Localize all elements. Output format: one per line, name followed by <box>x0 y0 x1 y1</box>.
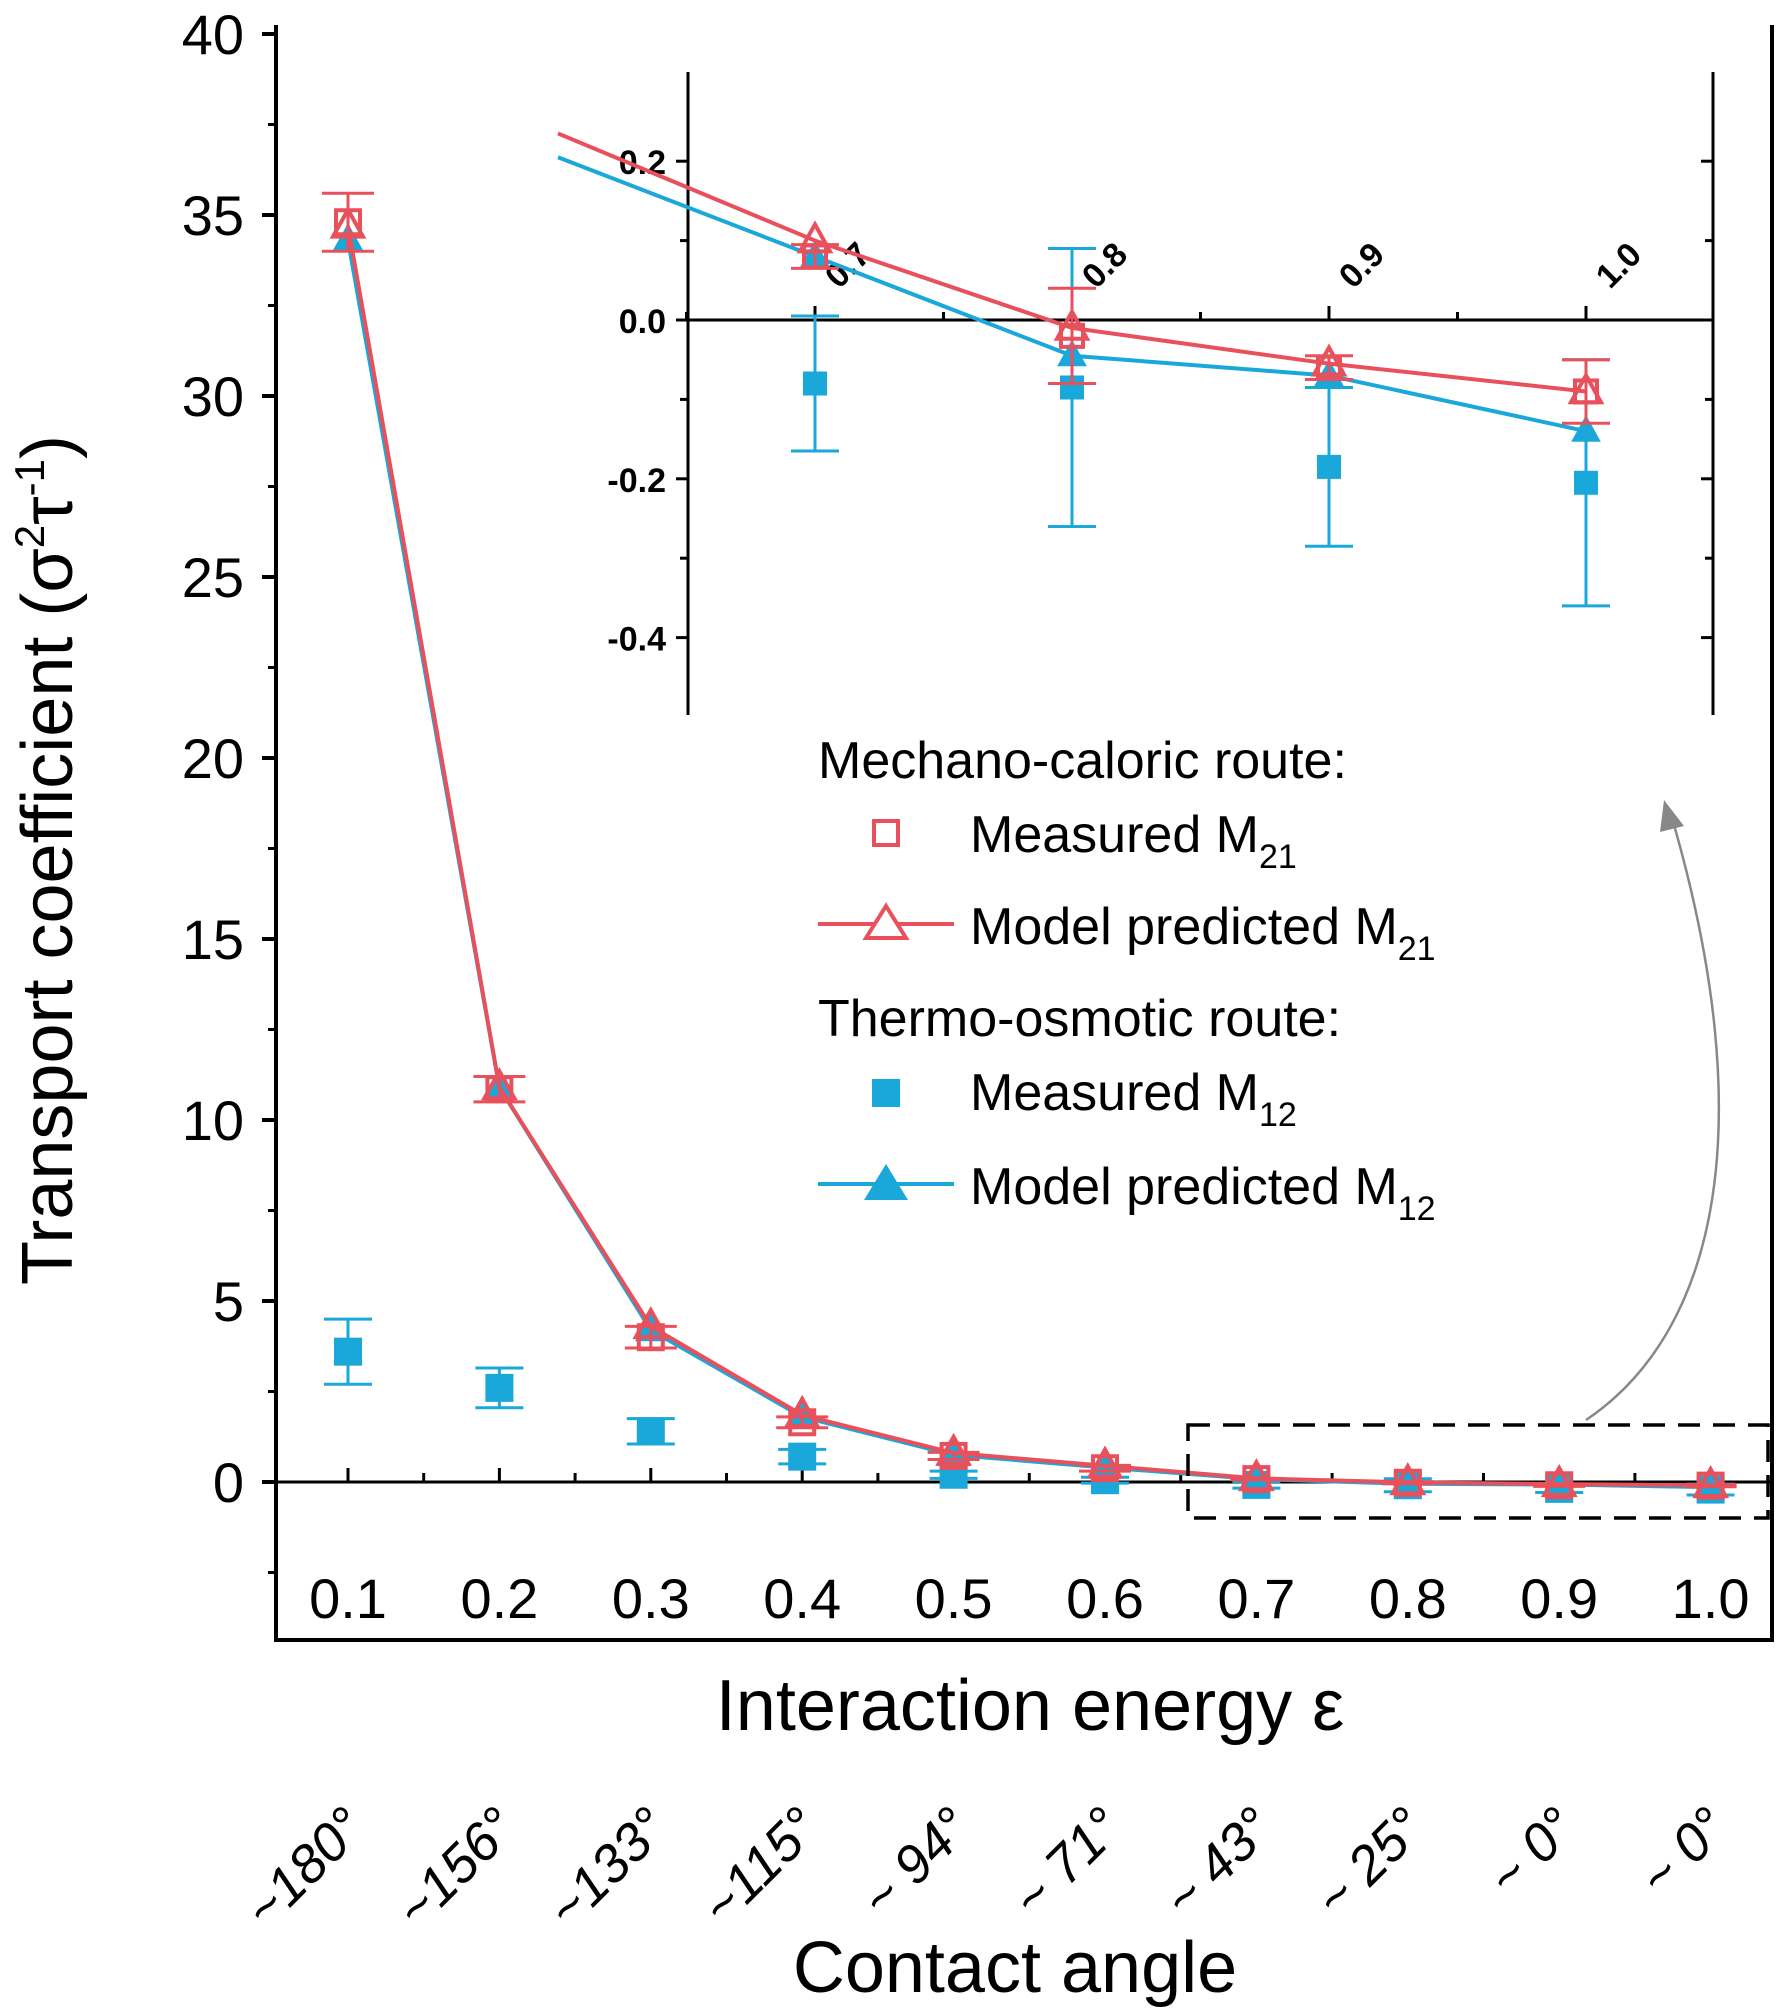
inset-m12-measured-point <box>1574 470 1598 495</box>
inset-x-tick-label: 0.9 <box>1332 235 1392 295</box>
m21-model-point <box>1238 1458 1275 1492</box>
contact-angle-axis-label: Contact angle <box>793 1928 1237 2008</box>
main-y-tick-label: 35 <box>182 184 244 247</box>
contact-angle-labels: ~180° ~156° ~133° ~115° ~ 94° ~ 71° ~ 43° ~ 25°… <box>233 1796 1739 1940</box>
main-x-tick-label: 0.4 <box>763 1567 841 1630</box>
main-plot-area <box>322 191 1737 1504</box>
contact-angle-label: ~156° <box>384 1796 528 1940</box>
m21-model-point <box>1540 1463 1578 1497</box>
legend-filled-triangle-icon <box>864 1164 908 1200</box>
main-x-tick-label: 0.9 <box>1520 1567 1598 1630</box>
main-y-tick-label: 5 <box>213 1270 244 1333</box>
inset-y-tick-label: -0.4 <box>607 621 666 659</box>
zoom-arrowhead <box>1660 800 1684 832</box>
inset: 0.20.0-0.2-0.4 0.7 0.8 0.9 1.0 <box>557 72 1715 715</box>
main-y-tick-label: 20 <box>182 727 244 790</box>
contact-angle-label: ~115° <box>690 1796 831 1937</box>
legend-item-model-m12: Model predicted M12 <box>970 1158 1436 1228</box>
legend-open-triangle-icon <box>862 902 910 940</box>
main-x-ticks: 0.1 0.2 0.3 0.4 0.5 0.6 0.7 0.8 0.9 1.0 <box>309 1468 1750 1630</box>
contact-angle-label: ~ 25° <box>1303 1796 1436 1929</box>
inset-y-tick-label: -0.2 <box>607 462 666 500</box>
m21-model-point <box>1389 1462 1427 1496</box>
m21-model-point <box>481 1067 518 1101</box>
legend-item-measured-m21: Measured M21 <box>970 806 1297 876</box>
inset-y-ticks: 0.20.0-0.2-0.4 <box>607 144 1713 659</box>
inset-y-tick-label: 0.0 <box>619 303 666 341</box>
main-x-tick-label: 0.2 <box>460 1567 538 1630</box>
main-x-tick-label: 0.5 <box>915 1567 993 1630</box>
legend-group2-title: Thermo-osmotic route: <box>818 990 1341 1048</box>
inset-m21-model-point <box>796 220 834 254</box>
contact-angle-label: ~ 0° <box>1476 1796 1588 1908</box>
m21-model-point <box>935 1432 972 1466</box>
inset-m21-model-point <box>1053 307 1091 341</box>
contact-angle-label: ~ 71° <box>1000 1796 1133 1929</box>
main-x-tick-label: 0.3 <box>612 1567 690 1630</box>
main-x-tick-label: 0.1 <box>309 1567 387 1630</box>
main-x-tick-label: 0.6 <box>1066 1567 1144 1630</box>
contact-angle-label: ~ 94° <box>849 1796 982 1929</box>
contact-angle-label: ~133° <box>536 1796 680 1940</box>
zoom-indicator <box>1186 800 1770 1520</box>
inset-m21-measured-point <box>1059 322 1085 349</box>
legend-open-square-icon <box>872 819 900 847</box>
main-x-tick-label: 1.0 <box>1672 1567 1750 1630</box>
inset-m21-model-point <box>1310 343 1348 377</box>
inset-plot-area <box>557 131 1610 608</box>
contact-angle-label: ~ 43° <box>1152 1796 1285 1929</box>
main-y-tick-label: 25 <box>182 546 244 609</box>
m21-model-point <box>632 1306 670 1340</box>
main-y-tick-label: 0 <box>213 1451 244 1514</box>
legend-item-model-m21: Model predicted M21 <box>970 898 1436 968</box>
legend-item-measured-m12: Measured M12 <box>970 1064 1297 1134</box>
main-y-tick-label: 15 <box>182 908 244 971</box>
x-axis-label: Interaction energy ε <box>716 1666 1344 1746</box>
main-y-ticks: 0 5 10 15 20 25 30 35 40 <box>182 3 276 1574</box>
m21-model-point <box>1086 1445 1124 1479</box>
inset-m21-model-point <box>1567 371 1605 405</box>
inset-m12-measured-point <box>803 371 827 396</box>
m21-measured-point <box>1545 1471 1574 1500</box>
contact-angle-label: ~ 0° <box>1627 1796 1739 1908</box>
legend: Mechano-caloric route: Measured M21 Mode… <box>818 732 1436 1228</box>
legend-group1-title: Mechano-caloric route: <box>818 732 1347 790</box>
m21-model-point <box>329 205 367 239</box>
zoom-arrow <box>1585 817 1721 1422</box>
m21-model-point <box>1692 1464 1729 1499</box>
inset-m21-measured-point <box>802 243 828 270</box>
main-x-tick-label: 0.7 <box>1217 1567 1295 1630</box>
main-y-tick-label: 10 <box>182 1089 244 1152</box>
zoom-box <box>1186 1423 1770 1520</box>
m12-measured-point <box>636 1417 665 1446</box>
m21-model-line <box>346 225 1711 1488</box>
main-y-tick-label: 40 <box>182 3 244 66</box>
m21-model-point <box>783 1394 821 1428</box>
inset-x-tick-label: 0.8 <box>1075 235 1135 295</box>
contact-angle-label: ~180° <box>233 1796 377 1940</box>
m12-measured-point <box>485 1373 514 1402</box>
main-x-tick-label: 0.8 <box>1369 1567 1447 1630</box>
inset-x-tick-label: 1.0 <box>1589 235 1649 295</box>
inset-m12-model-point <box>1571 415 1601 442</box>
m12-measured-point <box>334 1337 362 1366</box>
inset-m12-measured-point <box>1317 454 1341 479</box>
legend-filled-square-icon <box>872 1079 900 1107</box>
main-y-tick-label: 30 <box>182 365 244 428</box>
y-axis-label: Transport coefficient (σ2τ-1) <box>6 435 88 1285</box>
m12-measured-point <box>788 1442 817 1471</box>
